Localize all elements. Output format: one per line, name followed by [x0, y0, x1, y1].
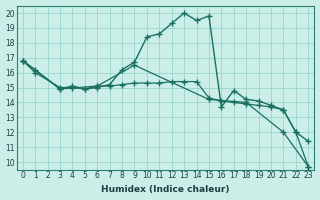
X-axis label: Humidex (Indice chaleur): Humidex (Indice chaleur): [101, 185, 230, 194]
